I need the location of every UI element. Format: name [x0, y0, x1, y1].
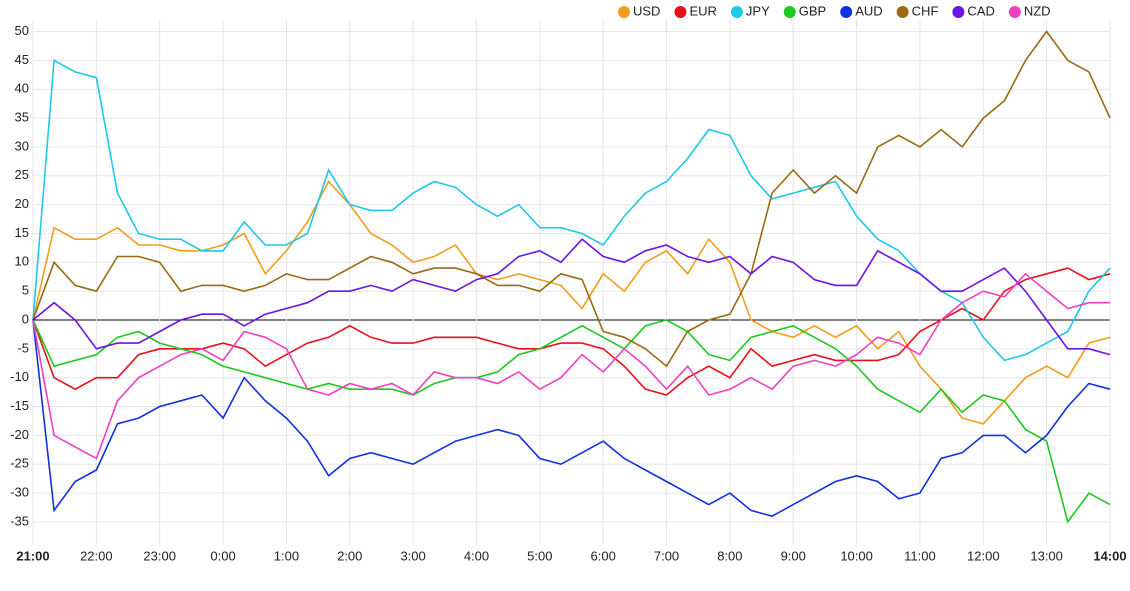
x-tick-label: 21:00: [16, 548, 49, 563]
x-tick-label: 6:00: [591, 548, 616, 563]
series-line: [32, 30, 1111, 368]
legend-label: AUD: [855, 3, 882, 18]
legend-label: JPY: [746, 3, 770, 18]
legend-marker: [783, 6, 796, 18]
y-tick-label: 15: [15, 225, 29, 240]
y-tick-label: 45: [15, 52, 29, 67]
y-tick-label: 35: [15, 110, 29, 125]
x-tick-label: 5:00: [527, 548, 552, 563]
x-tick-label: 13:00: [1030, 548, 1063, 563]
legend-label: CHF: [912, 3, 939, 18]
x-tick-label: 11:00: [904, 548, 936, 563]
legend-label: NZD: [1024, 3, 1051, 18]
series-line: [32, 180, 1111, 425]
y-tick-label: -35: [10, 513, 29, 528]
y-tick-label: 30: [15, 138, 29, 153]
y-tick-label: -25: [10, 456, 29, 471]
series-line: [32, 272, 1110, 460]
series-line: [32, 238, 1111, 356]
series-line: [32, 319, 1111, 524]
legend-marker: [896, 6, 909, 18]
x-tick-label: 1:00: [274, 548, 299, 563]
x-tick-label: 22:00: [80, 548, 113, 563]
x-tick-label: 7:00: [654, 548, 679, 563]
legend-label: GBP: [799, 3, 826, 18]
legend-marker: [618, 6, 630, 18]
x-tick-label: 4:00: [464, 548, 489, 563]
x-tick-label: 12:00: [967, 548, 1000, 563]
y-tick-label: -15: [10, 398, 29, 413]
y-tick-label: 25: [15, 167, 29, 182]
y-tick-label: -10: [10, 369, 29, 384]
y-tick-label: 5: [22, 283, 29, 298]
x-tick-label: 14:00: [1093, 548, 1126, 563]
series-line: [32, 319, 1111, 518]
y-tick-label: -5: [17, 340, 29, 355]
legend-marker: [674, 6, 687, 18]
legend-marker: [952, 6, 965, 18]
y-tick-label: 10: [15, 254, 29, 269]
x-tick-label: 3:00: [400, 548, 425, 563]
legend-marker: [730, 6, 743, 18]
y-tick-label: -20: [10, 427, 29, 442]
legend-label: CAD: [967, 3, 994, 18]
x-tick-label: 23:00: [143, 548, 176, 563]
y-tick-label: 40: [15, 81, 29, 96]
y-tick-label: -30: [10, 485, 29, 500]
x-tick-label: 10:00: [840, 548, 873, 563]
x-tick-label: 9:00: [781, 548, 806, 563]
x-tick-label: 0:00: [210, 548, 235, 563]
x-tick-label: 8:00: [717, 548, 742, 563]
x-tick-label: 2:00: [337, 548, 362, 563]
legend-marker: [1008, 6, 1021, 18]
y-tick-label: 0: [22, 311, 29, 326]
y-tick-label: 50: [15, 23, 29, 38]
legend-marker: [840, 6, 853, 18]
series-line: [32, 267, 1111, 396]
legend-label: USD: [633, 3, 660, 18]
y-tick-label: 20: [15, 196, 29, 211]
legend-label: EUR: [689, 3, 716, 18]
